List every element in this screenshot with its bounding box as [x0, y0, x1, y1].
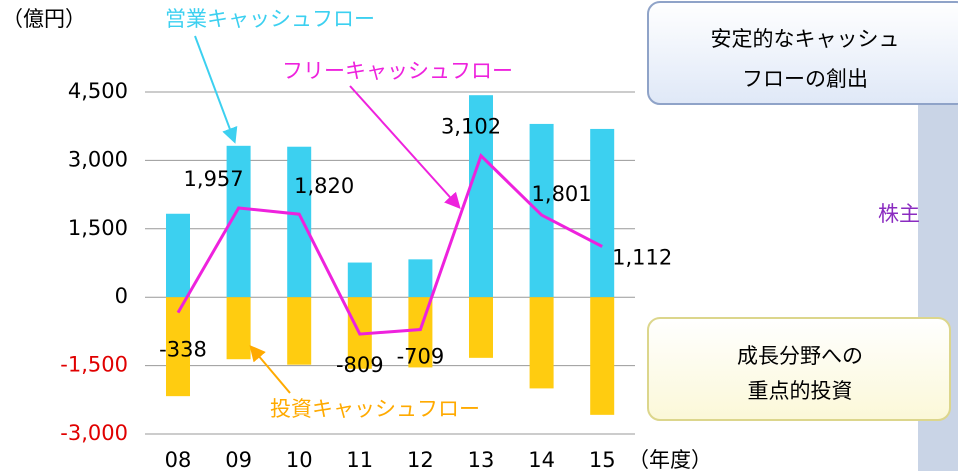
- bottom-box-text: 重点的投資: [748, 379, 853, 403]
- x-tick-label: 14: [528, 448, 555, 471]
- x-tick-label: 15: [589, 448, 616, 471]
- side-label: 株主: [878, 202, 920, 226]
- top-box: [647, 1, 958, 105]
- top-box-text: 安定的なキャッシュ: [711, 27, 900, 51]
- data-label: -709: [397, 345, 445, 369]
- legend-arrow: [249, 344, 291, 394]
- data-label: 1,112: [612, 245, 672, 269]
- bar: [529, 297, 554, 389]
- bottom-box-text: 成長分野への: [737, 344, 863, 368]
- bar: [408, 259, 433, 298]
- bar: [347, 262, 372, 298]
- bar: [287, 297, 312, 365]
- data-label: 1,801: [532, 182, 592, 206]
- y-tick-label: 4,500: [68, 79, 128, 103]
- legend-label: 投資キャッシュフロー: [270, 397, 480, 421]
- bar: [590, 297, 615, 415]
- bar: [226, 297, 251, 360]
- bar: [166, 297, 190, 397]
- bottom-box: [647, 317, 951, 421]
- x-tick-label: 12: [407, 448, 434, 471]
- legend-label: 営業キャッシュフロー: [165, 7, 375, 31]
- y-tick-label: -1,500: [60, 353, 128, 377]
- legend-arrow: [194, 35, 238, 144]
- data-label: -338: [159, 338, 207, 362]
- x-tick-label: 11: [346, 448, 373, 471]
- y-tick-label: -3,000: [60, 421, 128, 445]
- x-tick-label: 09: [225, 448, 252, 471]
- y-tick-label: 1,500: [68, 216, 128, 240]
- bar: [529, 123, 554, 298]
- x-tick-label: 13: [468, 448, 495, 471]
- data-label: -809: [336, 353, 384, 377]
- bar: [287, 146, 312, 298]
- data-label: 1,820: [294, 174, 354, 198]
- top-box-text: フローの創出: [742, 67, 868, 91]
- data-label: 3,102: [441, 115, 501, 139]
- data-label: 1,957: [184, 167, 244, 191]
- bar: [469, 95, 493, 298]
- line: [176, 153, 603, 336]
- bar: [166, 213, 190, 298]
- unit-label: （億円）: [2, 7, 86, 31]
- x-tick-label: 10: [286, 448, 313, 471]
- y-tick-label: 3,000: [68, 147, 128, 171]
- legend-arrow: [349, 85, 461, 209]
- bar: [469, 297, 493, 358]
- y-tick-label: 0: [115, 284, 128, 308]
- legend-label: フリーキャッシュフロー: [282, 59, 513, 83]
- x-axis-label: （年度）: [628, 448, 712, 471]
- bar: [590, 128, 615, 298]
- x-tick-label: 08: [165, 448, 192, 471]
